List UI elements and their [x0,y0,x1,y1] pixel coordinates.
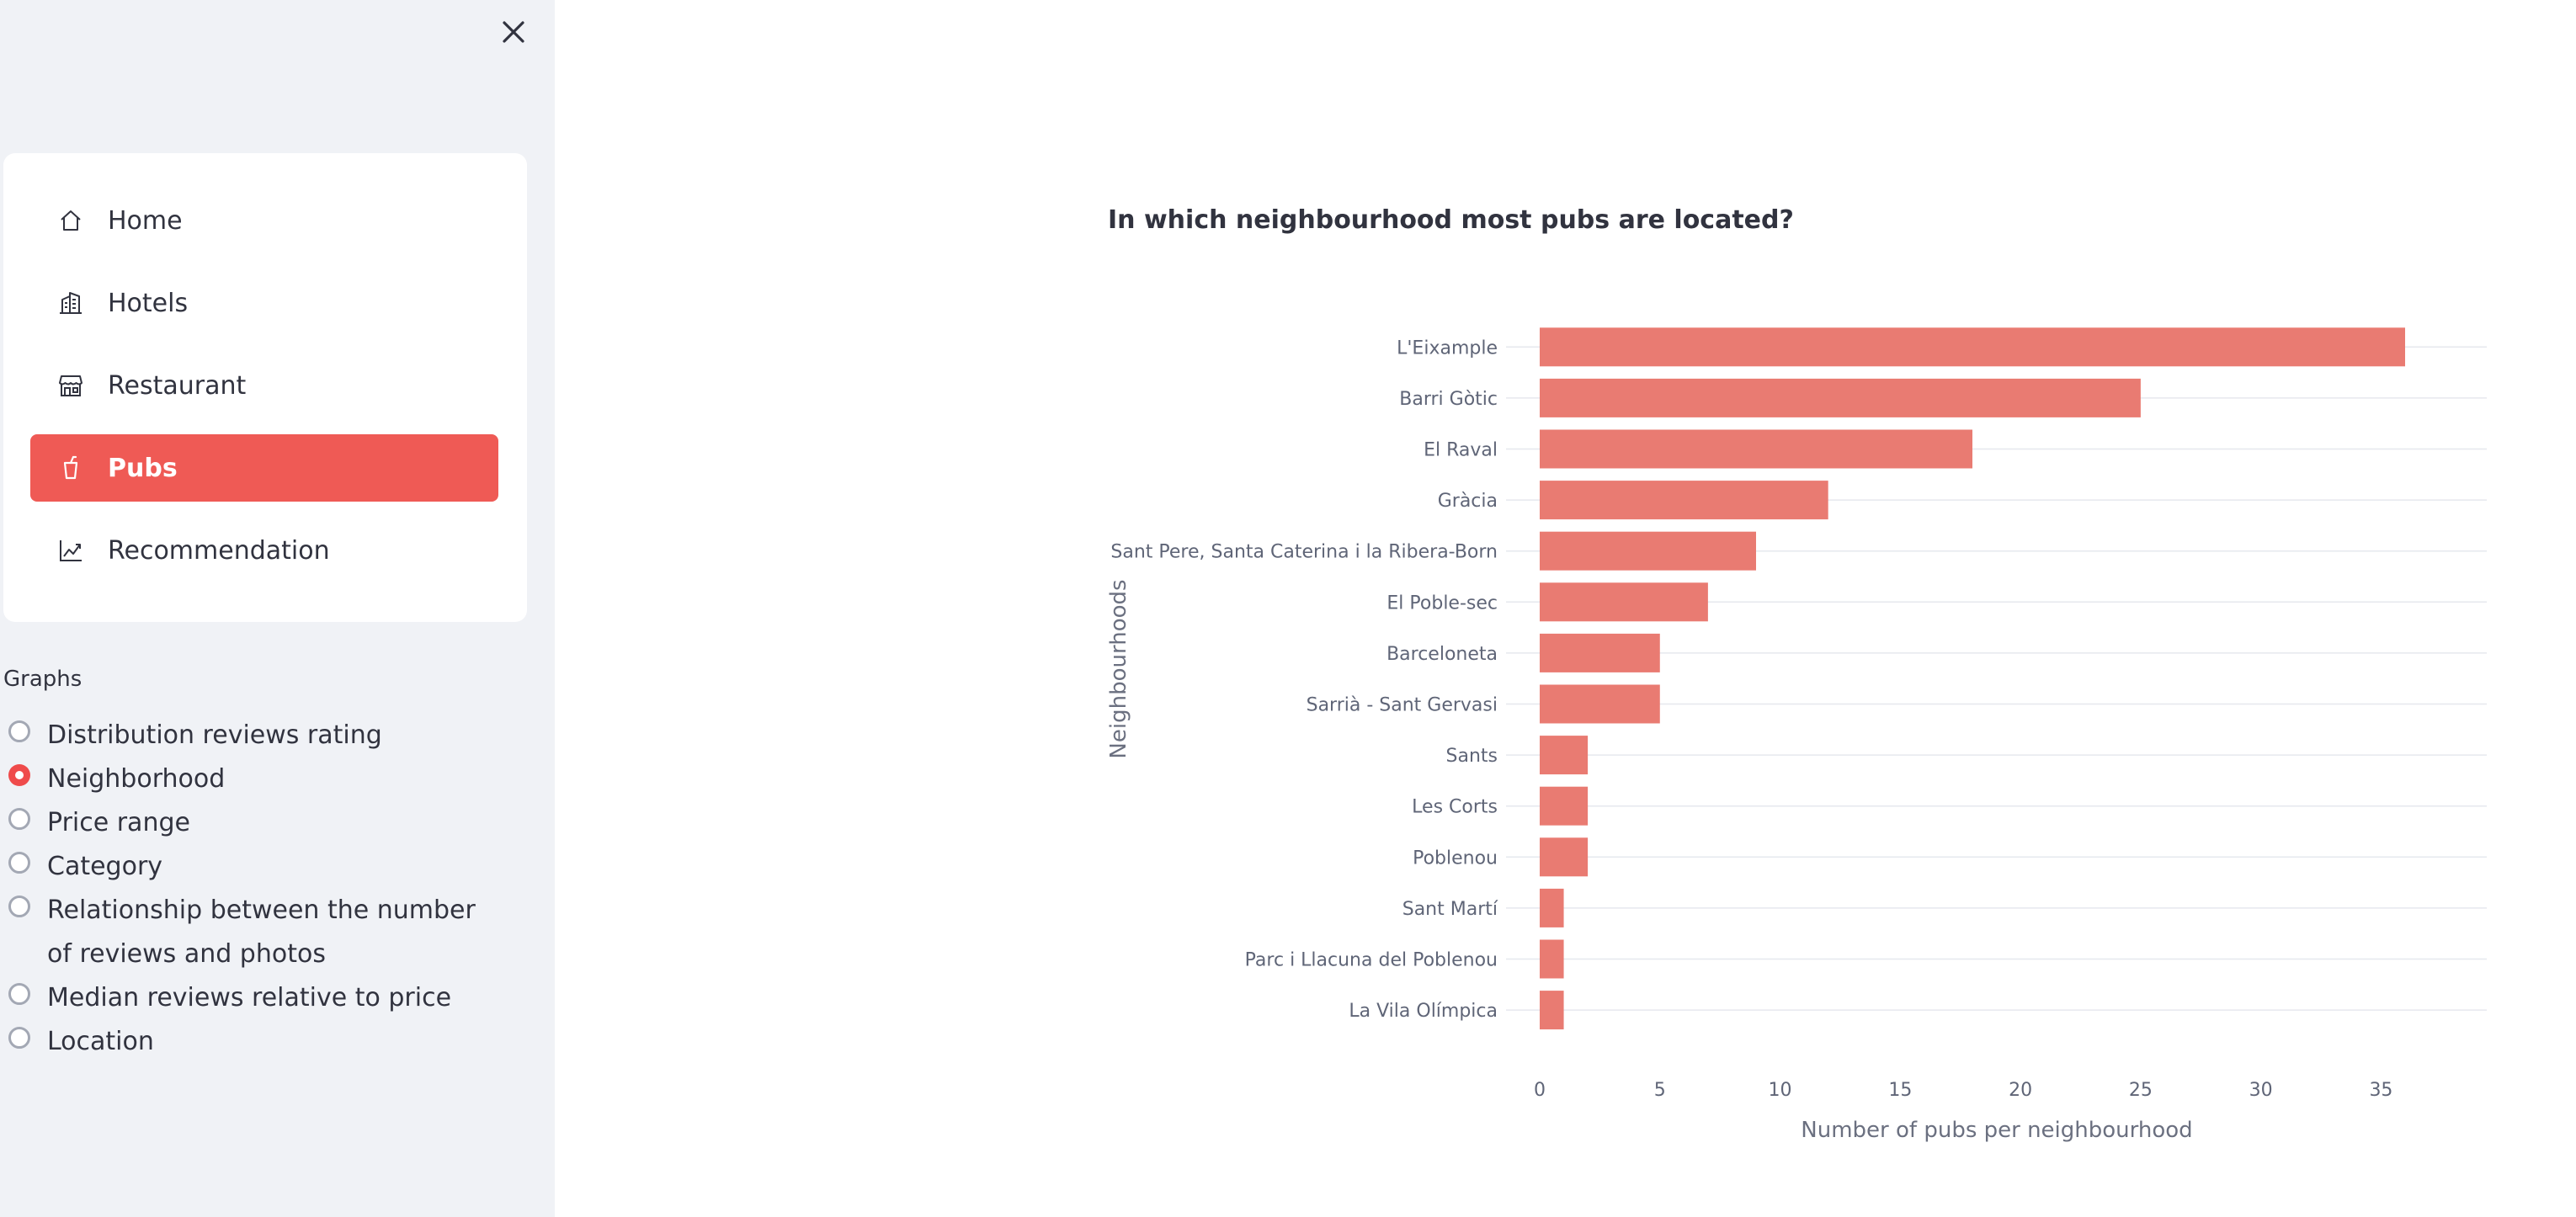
radio-option-label: Category [47,852,163,881]
radio-button[interactable] [8,895,30,917]
menu-item-label: Recommendation [108,535,330,566]
radio-option-label: Price range [47,808,190,837]
graph-up-icon [60,540,82,561]
radio-button[interactable] [8,983,30,1005]
y-tick-label: El Poble-sec [1386,593,1498,614]
close-sidebar-button[interactable] [495,13,532,50]
bar [1540,633,1660,672]
bar [1540,991,1564,1030]
y-axis-title: Neighbourhoods [1106,579,1131,758]
sidebar: Home Hotels Restaurant Pubs [0,0,555,1217]
menu-item-recommendation[interactable]: Recommendation [30,517,498,584]
shop-icon [59,375,82,396]
main-content: In which neighbourhood most pubs are loc… [555,0,2576,1217]
radio-button[interactable] [8,808,30,830]
x-tick-label: 15 [1888,1080,1912,1101]
radio-button[interactable] [8,1027,30,1049]
house-icon [61,210,81,231]
y-tick-label: Barceloneta [1386,644,1498,665]
y-tick-label: Sarrià - Sant Gervasi [1307,695,1498,716]
y-tick-label: Poblenou [1413,848,1498,869]
bar [1540,736,1589,775]
bar-chart: L'Eixample Barri Gòtic El Raval Gràcia Sant … [1106,327,2487,1143]
x-tick-label: 35 [2369,1080,2392,1101]
radio-option-label: Relationship between the number of revie… [47,895,476,969]
radio-option-label: Median reviews relative to price [47,983,452,1012]
x-tick-label: 25 [2129,1080,2153,1101]
y-tick-label: Les Corts [1412,797,1498,818]
y-tick-label: La Vila Olímpica [1349,1001,1498,1022]
bar [1540,531,1756,571]
radio-option-label: Distribution reviews rating [47,720,382,750]
menu-item-label: Hotels [108,288,189,318]
bar [1540,888,1564,927]
radio-option-label: Location [47,1027,154,1056]
bar [1540,481,1828,520]
bar [1540,429,1972,469]
menu-item-pubs[interactable]: Pubs [30,434,498,502]
cup-icon [63,455,78,480]
chart-title: In which neighbourhood most pubs are loc… [1108,205,1794,235]
y-tick-label: Gràcia [1438,491,1498,512]
bar [1540,837,1589,877]
y-tick-label: Parc i Llacuna del Poblenou [1245,950,1498,971]
bar [1540,684,1660,724]
y-tick-label: Sant Pere, Santa Caterina i la Ribera-Bo… [1110,542,1498,563]
radio-button[interactable] [8,720,30,742]
graphs-radio-label: Graphs [3,667,82,692]
menu-item-label: Pubs [108,453,178,483]
x-tick-label: 20 [2009,1080,2032,1101]
navigation-menu: Home Hotels Restaurant Pubs [3,153,527,622]
bar [1540,786,1589,826]
menu-item-restaurant[interactable]: Restaurant [30,352,498,419]
menu-item-home[interactable]: Home [30,187,498,254]
y-tick-label: Sant Martí [1402,899,1498,920]
radio-option-label: Neighborhood [47,764,226,794]
building-icon [60,292,82,314]
bar [1540,378,2141,417]
close-icon [503,21,524,43]
radio-button-selected[interactable] [8,764,30,786]
x-tick-label: 5 [1654,1080,1666,1101]
menu-item-label: Home [108,205,183,236]
bar [1540,327,2405,367]
bar [1540,939,1564,979]
menu-item-label: Restaurant [108,370,247,401]
bar [1540,582,1708,622]
x-tick-label: 0 [1534,1080,1546,1101]
x-axis-title: Number of pubs per neighbourhood [1801,1118,2192,1143]
y-tick-label: Barri Gòtic [1399,389,1498,410]
menu-item-hotels[interactable]: Hotels [30,269,498,337]
x-tick-label: 10 [1769,1080,1792,1101]
x-tick-label: 30 [2249,1080,2273,1101]
radio-button[interactable] [8,852,30,874]
y-tick-label: Sants [1446,746,1498,767]
y-tick-label: El Raval [1424,440,1498,461]
y-tick-label: L'Eixample [1397,337,1498,359]
